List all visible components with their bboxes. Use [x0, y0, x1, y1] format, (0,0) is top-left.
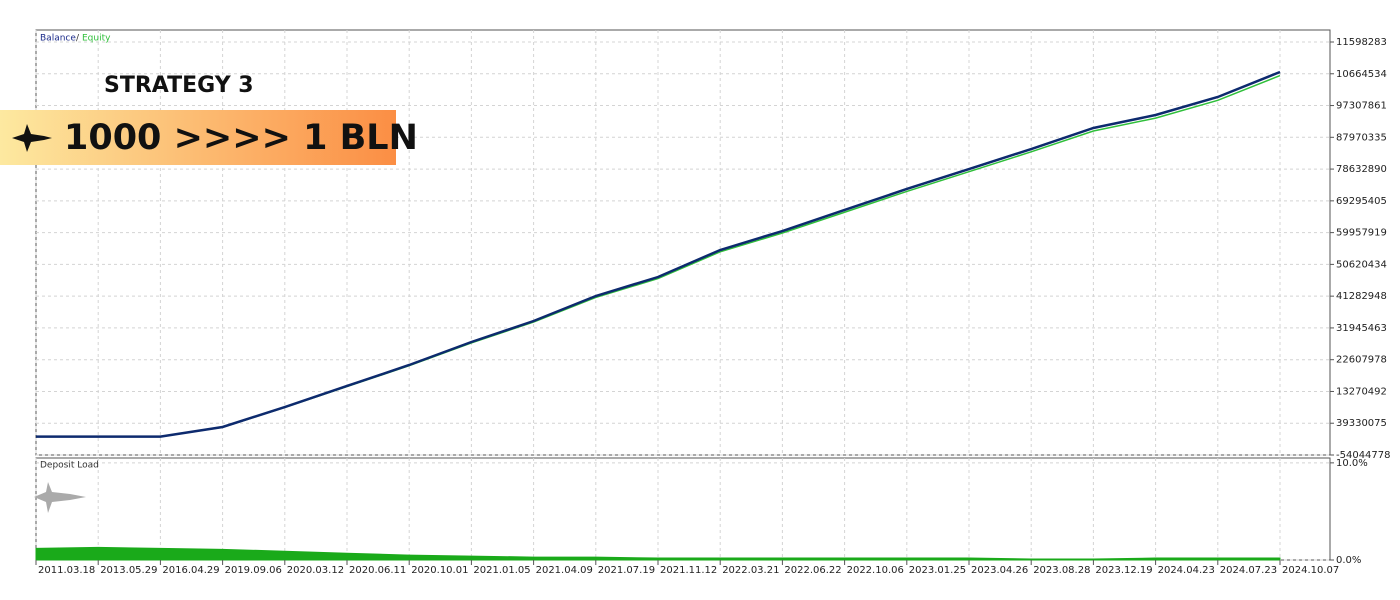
x-tick-label: 2020.03.12 [287, 565, 344, 576]
y-tick-label: 69295405 [1336, 196, 1387, 207]
y-tick-label: 78632890 [1336, 164, 1387, 175]
y-tick-label: 41282948 [1336, 291, 1387, 302]
plane-icon [34, 482, 86, 513]
banner-text: 1000 >>>> 1 BLN [64, 118, 418, 158]
y-tick-label: 13270492 [1336, 386, 1387, 397]
y-tick-label: 22607978 [1336, 355, 1387, 366]
title: STRATEGY 3 [104, 73, 254, 98]
x-tick-label: 2021.04.09 [536, 565, 593, 576]
x-tick-label: 2024.07.23 [1220, 565, 1277, 576]
y-tick-label: 50620434 [1336, 259, 1387, 270]
y-tick-label: 97307861 [1336, 101, 1387, 112]
x-tick-label: 2016.04.29 [162, 565, 219, 576]
x-tick-label: 2022.10.06 [847, 565, 904, 576]
legend-balance: Balance [40, 34, 76, 44]
x-tick-label: 2019.09.06 [225, 565, 282, 576]
x-tick-label: 2023.04.26 [971, 565, 1028, 576]
main-panel [35, 29, 1331, 456]
x-tick-label: 2023.12.19 [1095, 565, 1152, 576]
banner [0, 110, 396, 165]
y-tick-label: -54044778 [1336, 450, 1391, 461]
y-tick-label: 11598283 [1336, 37, 1387, 48]
load-area [35, 546, 1281, 561]
x-tick-label: 2021.11.12 [660, 565, 717, 576]
banner-plane [12, 124, 52, 152]
x-tick-label: 2021.07.19 [598, 565, 655, 576]
x-tick-label: 2023.01.25 [909, 565, 966, 576]
load-panel [35, 457, 1331, 561]
legend-separator: / [76, 34, 80, 44]
x-tick-label: 2013.05.29 [100, 565, 157, 576]
y-tick-label: 59957919 [1336, 228, 1387, 239]
y-tick-label: 39330075 [1336, 418, 1387, 429]
y-tick-label: 10664534 [1336, 69, 1387, 80]
series-line [36, 70, 1281, 438]
y-tick-label: 0.0% [1336, 555, 1361, 566]
y-tick-label: 10.0% [1336, 458, 1368, 469]
y-tick-label: 87970335 [1336, 132, 1387, 143]
legend-equity: Equity [82, 34, 111, 44]
x-tick-label: 2023.08.28 [1033, 565, 1090, 576]
x-tick-label: 2021.01.05 [473, 565, 530, 576]
x-tick-label: 2024.10.07 [1282, 565, 1339, 576]
x-tick-label: 2020.06.11 [349, 565, 406, 576]
x-tick-label: 2011.03.18 [38, 565, 95, 576]
x-tick-label: 2020.10.01 [411, 565, 468, 576]
panel-title: Deposit Load [40, 461, 99, 471]
x-tick-label: 2022.06.22 [784, 565, 841, 576]
x-tick-label: 2022.03.21 [722, 565, 779, 576]
x-tick-label: 2024.04.23 [1158, 565, 1215, 576]
y-tick-label: 31945463 [1336, 323, 1387, 334]
